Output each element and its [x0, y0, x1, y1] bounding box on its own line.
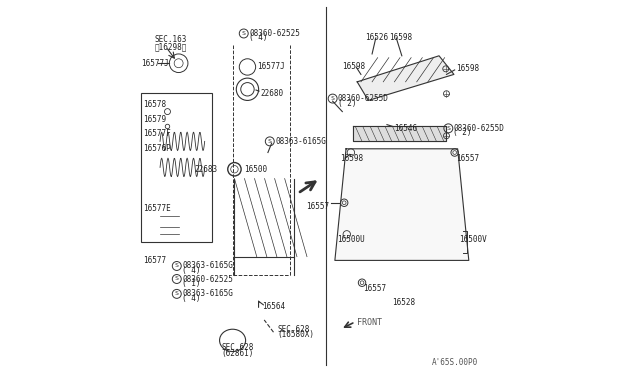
Text: 16577J: 16577J — [257, 62, 285, 71]
Text: 16577J: 16577J — [141, 59, 169, 68]
Text: 08363-6165G: 08363-6165G — [275, 137, 326, 146]
Text: S: S — [268, 139, 272, 144]
Text: 08360-6255D: 08360-6255D — [338, 94, 388, 103]
Polygon shape — [353, 126, 447, 141]
Text: 16546: 16546 — [394, 124, 417, 133]
Text: FRONT: FRONT — [357, 318, 382, 327]
Text: SEC.628: SEC.628 — [221, 343, 254, 352]
Text: (62861): (62861) — [221, 349, 254, 358]
Text: 16577E: 16577E — [143, 204, 171, 213]
Text: 16528: 16528 — [392, 298, 415, 307]
Text: 08360-62525: 08360-62525 — [182, 275, 233, 283]
Text: 16598: 16598 — [342, 62, 365, 71]
Text: 22680: 22680 — [260, 89, 284, 97]
Text: S: S — [242, 31, 246, 36]
Text: 16557: 16557 — [456, 154, 479, 163]
Text: ( 4): ( 4) — [182, 266, 201, 275]
Text: ( 2): ( 2) — [453, 128, 472, 137]
Text: 16500: 16500 — [244, 165, 267, 174]
Text: S: S — [175, 276, 179, 282]
Text: A'65S.00P0: A'65S.00P0 — [431, 358, 478, 367]
Text: 08363-6165G: 08363-6165G — [182, 262, 233, 270]
Text: 22683: 22683 — [195, 165, 218, 174]
Text: (16580X): (16580X) — [277, 330, 314, 339]
Text: 16557: 16557 — [363, 284, 386, 293]
Text: 08360-6255D: 08360-6255D — [453, 124, 504, 133]
Text: ( 4): ( 4) — [250, 33, 268, 42]
Text: ( 2): ( 2) — [338, 99, 356, 108]
Text: S: S — [175, 263, 179, 269]
Text: 08363-6165G: 08363-6165G — [182, 289, 233, 298]
Text: 16526: 16526 — [365, 33, 388, 42]
Text: 16576P: 16576P — [143, 144, 171, 153]
Text: 16578: 16578 — [143, 100, 166, 109]
Polygon shape — [357, 56, 454, 100]
Text: 16598: 16598 — [340, 154, 364, 163]
Text: S: S — [175, 291, 179, 296]
Text: 16577: 16577 — [143, 256, 166, 265]
Text: 16579: 16579 — [143, 115, 166, 124]
Text: SEC.628: SEC.628 — [277, 325, 310, 334]
Text: ㅢ16298〉: ㅢ16298〉 — [154, 42, 187, 51]
Text: 08360-62525: 08360-62525 — [250, 29, 300, 38]
Text: 16557: 16557 — [306, 202, 330, 211]
Text: 16598: 16598 — [389, 33, 412, 42]
Bar — [141, 93, 212, 242]
Text: SEC.163: SEC.163 — [154, 35, 187, 44]
Text: S: S — [447, 126, 451, 131]
Text: 16500U: 16500U — [337, 235, 365, 244]
Text: ( 1): ( 1) — [182, 279, 201, 288]
Text: 16577F: 16577F — [143, 129, 171, 138]
Polygon shape — [335, 149, 468, 260]
Text: 16564: 16564 — [262, 302, 285, 311]
Text: 16500V: 16500V — [460, 235, 487, 244]
Text: ( 4): ( 4) — [182, 294, 201, 303]
Text: S: S — [331, 96, 335, 101]
Text: 16598: 16598 — [456, 64, 479, 73]
